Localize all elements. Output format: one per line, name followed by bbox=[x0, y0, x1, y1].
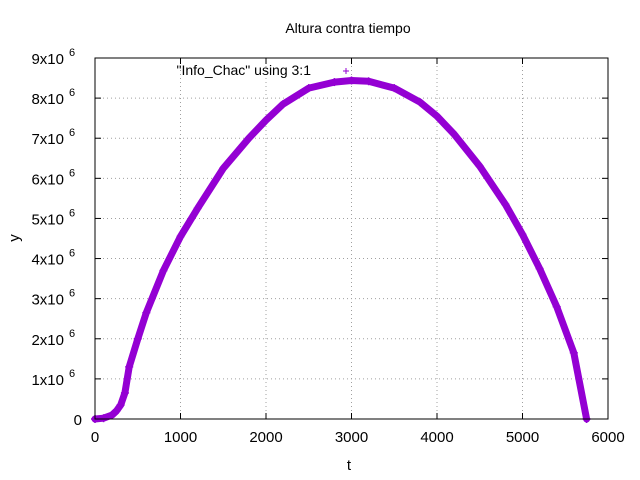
y-tick-label: 7x10 bbox=[31, 131, 64, 148]
y-tick-exponent: 6 bbox=[69, 328, 75, 340]
x-tick-label: 2000 bbox=[249, 429, 282, 446]
y-tick-exponent: 6 bbox=[69, 248, 75, 260]
x-tick-label: 0 bbox=[91, 429, 99, 446]
data-point bbox=[159, 266, 168, 275]
y-tick-label: 0 bbox=[74, 412, 82, 429]
x-tick-label: 3000 bbox=[335, 429, 368, 446]
x-tick-label: 1000 bbox=[164, 429, 197, 446]
x-tick-label: 5000 bbox=[506, 429, 539, 446]
y-tick-exponent: 6 bbox=[69, 288, 75, 300]
x-tick-label: 4000 bbox=[420, 429, 453, 446]
data-point bbox=[535, 264, 544, 273]
data-point bbox=[176, 232, 185, 241]
x-axis-label: t bbox=[347, 457, 352, 474]
data-point bbox=[120, 388, 129, 397]
data-point bbox=[125, 362, 134, 371]
legend: "Info_Chac" using 3:1 bbox=[177, 62, 349, 78]
data-point bbox=[219, 164, 228, 173]
data-point bbox=[116, 400, 125, 409]
data-point bbox=[415, 98, 424, 107]
y-tick-label: 4x10 bbox=[31, 252, 64, 269]
y-tick-exponent: 6 bbox=[69, 167, 75, 179]
y-tick-label: 2x10 bbox=[31, 332, 64, 349]
data-point bbox=[244, 134, 253, 143]
data-point bbox=[552, 302, 561, 311]
y-tick-label: 5x10 bbox=[31, 211, 64, 228]
y-tick-label: 6x10 bbox=[31, 171, 64, 188]
data-point bbox=[142, 308, 151, 317]
data-point bbox=[133, 334, 142, 343]
y-tick-exponent: 6 bbox=[69, 368, 75, 380]
data-point bbox=[304, 84, 313, 93]
data-point bbox=[450, 130, 459, 139]
data-point bbox=[433, 112, 441, 121]
y-tick-label: 8x10 bbox=[31, 91, 64, 108]
data-point bbox=[112, 406, 121, 415]
data-point bbox=[279, 100, 288, 109]
y-tick-exponent: 6 bbox=[69, 47, 75, 59]
data-point bbox=[364, 77, 373, 86]
y-axis-label: y bbox=[6, 234, 23, 242]
data-point bbox=[193, 204, 202, 213]
data-point bbox=[99, 414, 108, 423]
data-point bbox=[262, 116, 270, 125]
series-layer bbox=[91, 76, 591, 423]
y-tick-exponent: 6 bbox=[69, 207, 75, 219]
y-tick-exponent: 6 bbox=[69, 87, 75, 99]
ticks: 0 1000 2000 3000 4000 5000 6000 0 1x10 6 2x10 6 3x10… bbox=[31, 47, 624, 446]
data-point bbox=[518, 230, 527, 239]
legend-label: "Info_Chac" using 3:1 bbox=[177, 62, 312, 78]
x-tick-label: 6000 bbox=[591, 429, 624, 446]
y-tick-label: 1x10 bbox=[31, 372, 64, 389]
data-point bbox=[390, 84, 399, 93]
y-tick-label: 3x10 bbox=[31, 292, 64, 309]
data-point bbox=[108, 410, 117, 419]
legend-marker bbox=[343, 68, 349, 74]
data-point bbox=[501, 200, 510, 209]
data-point bbox=[475, 162, 484, 171]
y-tick-label: 9x10 bbox=[31, 51, 64, 68]
y-tick-exponent: 6 bbox=[69, 127, 75, 139]
chart-title: Altura contra tiempo bbox=[285, 20, 410, 36]
data-point bbox=[347, 76, 356, 85]
data-point bbox=[330, 78, 339, 87]
data-point bbox=[569, 348, 578, 357]
